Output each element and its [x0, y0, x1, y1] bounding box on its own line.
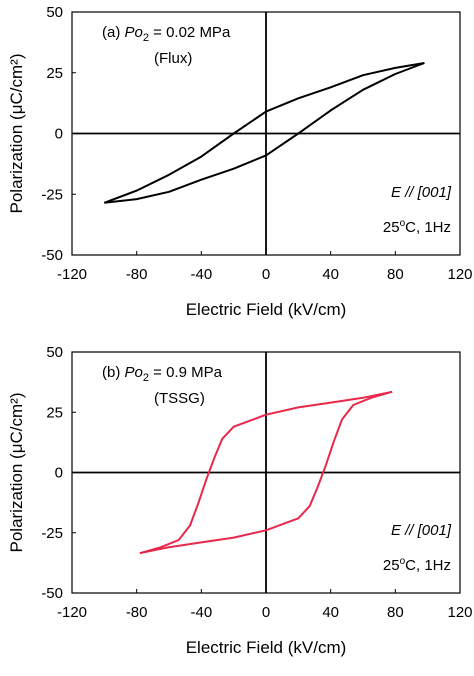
condition-variable: Po: [125, 24, 143, 41]
condition-value: = 0.02 MPa: [149, 24, 231, 41]
condition-variable: Po: [125, 364, 143, 381]
y-axis-label: Polarization (μC/cm²): [7, 54, 26, 214]
temperature-prefix: 25: [383, 219, 400, 236]
x-tick-label: -120: [57, 604, 87, 621]
hysteresis-upper-branch: [103, 62, 425, 204]
x-tick-label: -80: [126, 604, 148, 621]
temperature-frequency-label: 25oC, 1Hz: [383, 556, 451, 574]
x-axis-label: Electric Field (kV/cm): [186, 638, 347, 657]
method-label: (Flux): [154, 50, 192, 67]
condition-subscript: 2: [143, 32, 149, 44]
field-direction-text: E // [001]: [391, 522, 452, 539]
field-direction-label: E // [001]: [391, 522, 452, 539]
temperature-frequency-label: 25oC, 1Hz: [383, 218, 451, 236]
condition-prefix: (a): [102, 24, 125, 41]
chart-panel-a: -120 -80 -40 0 40 80 120 50 25 0 -25 -50 Electric Fi…: [7, 4, 473, 319]
y-tick-label: 50: [46, 344, 63, 361]
temperature-prefix: 25: [383, 557, 400, 574]
x-tick-label: 80: [387, 266, 404, 283]
x-tick-label: -80: [126, 266, 148, 283]
temperature-suffix: C, 1Hz: [405, 557, 451, 574]
condition-subscript: 2: [143, 372, 149, 384]
field-direction-label: E // [001]: [391, 184, 452, 201]
y-tick-label: -25: [41, 186, 63, 203]
hysteresis-lower-branch: [104, 62, 425, 204]
condition-value: = 0.9 MPa: [149, 364, 223, 381]
x-tick-label: 0: [262, 266, 270, 283]
method-label: (TSSG): [154, 390, 205, 407]
y-tick-label: 25: [46, 404, 63, 421]
x-tick-label: -40: [190, 266, 212, 283]
condition-label: (a) Po2 = 0.02 MPa: [102, 24, 231, 44]
hysteresis-lower-branch: [139, 390, 393, 555]
hysteresis-upper-branch: [139, 390, 393, 555]
y-tick-label: 25: [46, 65, 63, 82]
x-tick-label: 120: [447, 266, 472, 283]
degree-superscript: o: [400, 556, 406, 567]
x-tick-label: -120: [57, 266, 87, 283]
y-tick-label: -25: [41, 525, 63, 542]
x-tick-label: -40: [190, 604, 212, 621]
x-tick-label: 80: [387, 604, 404, 621]
condition-label: (b) Po2 = 0.9 MPa: [102, 364, 223, 384]
condition-prefix: (b): [102, 364, 125, 381]
chart-panel-b: -120 -80 -40 0 40 80 120 50 25 0 -25 -50 Electric Fi…: [7, 344, 473, 657]
x-tick-label: 120: [447, 604, 472, 621]
y-tick-label: -50: [41, 247, 63, 264]
degree-superscript: o: [400, 218, 406, 229]
y-tick-label: 0: [55, 465, 63, 482]
x-tick-label: 40: [322, 604, 339, 621]
temperature-suffix: C, 1Hz: [405, 219, 451, 236]
x-tick-label: 0: [262, 604, 270, 621]
x-tick-label: 40: [322, 266, 339, 283]
y-tick-label: -50: [41, 585, 63, 602]
y-tick-label: 50: [46, 4, 63, 21]
field-direction-text: E // [001]: [391, 184, 452, 201]
y-axis-label: Polarization (μC/cm²): [7, 393, 26, 553]
x-axis-label: Electric Field (kV/cm): [186, 300, 347, 319]
y-tick-label: 0: [55, 126, 63, 143]
